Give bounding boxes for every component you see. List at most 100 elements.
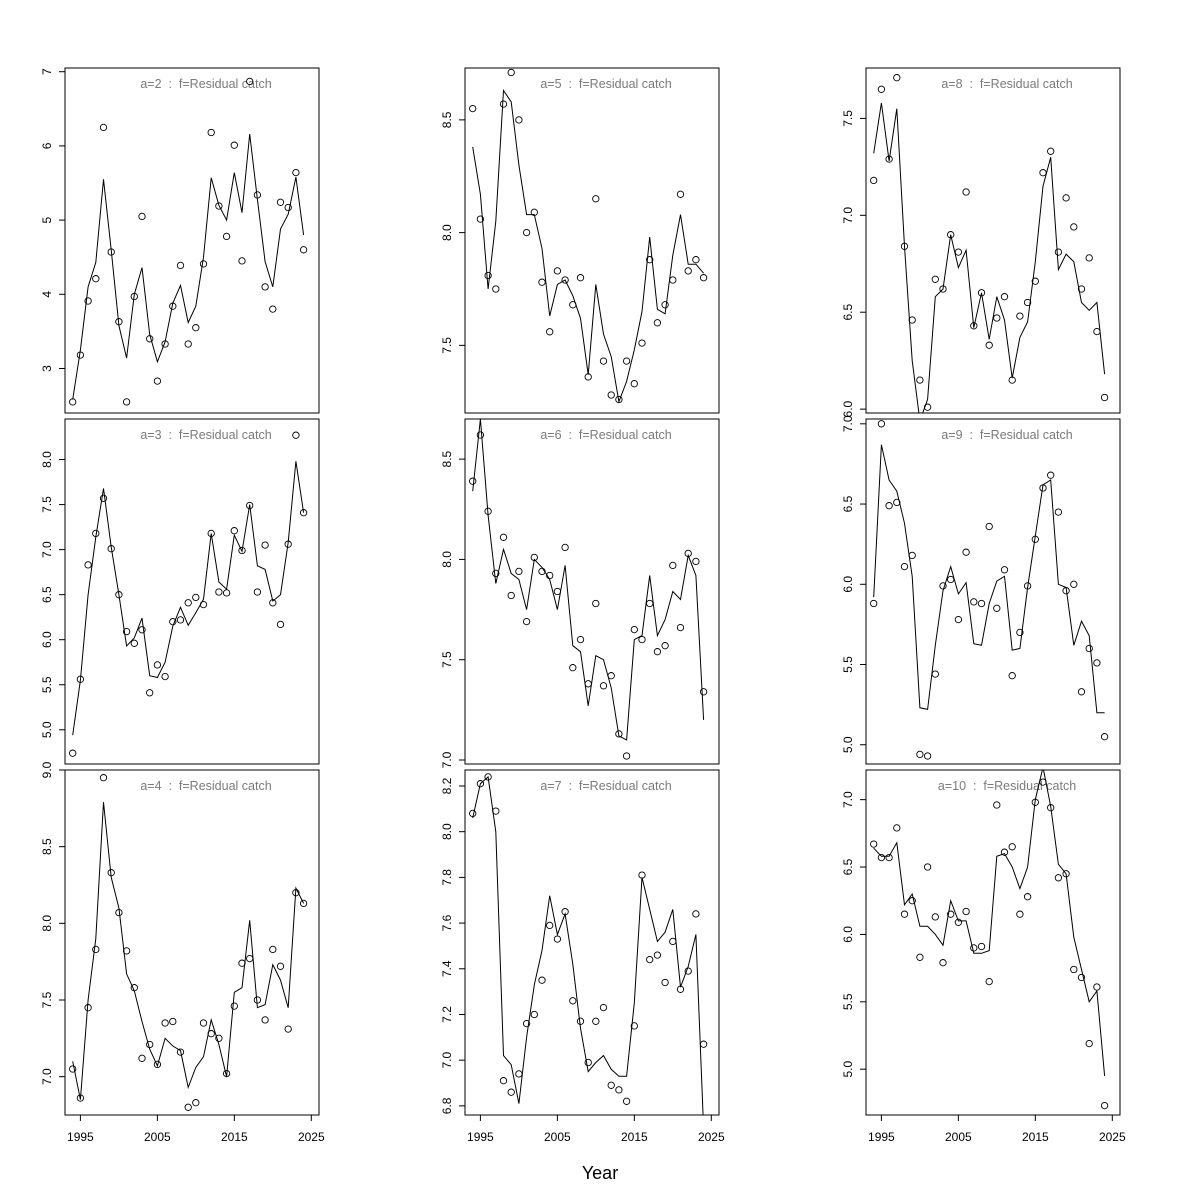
- data-point: [115, 591, 123, 599]
- data-point: [699, 1040, 708, 1048]
- panel-3: a=8 : f=Residual catch 6.0 6.5 7.0 7.5: [841, 67, 1121, 417]
- panel-title: a=3 : f=Residual catch: [140, 428, 271, 442]
- data-point: [993, 604, 1001, 612]
- data-point: [122, 627, 131, 636]
- data-point: [261, 283, 269, 291]
- data-point: [476, 780, 485, 788]
- data-point: [553, 935, 562, 943]
- data-point: [222, 232, 231, 241]
- data-point: [931, 670, 939, 678]
- data-point: [469, 809, 477, 818]
- data-point: [615, 395, 623, 404]
- y-tick-label: 7.0: [40, 541, 54, 558]
- data-point: [1077, 285, 1086, 293]
- data-point: [499, 533, 508, 541]
- data-point: [507, 591, 515, 600]
- data-point: [292, 889, 300, 897]
- data-point: [1047, 804, 1055, 812]
- data-point: [299, 509, 308, 517]
- data-point: [522, 617, 531, 626]
- y-tick-label: 7.5: [40, 496, 54, 513]
- fitted-line: [72, 802, 305, 1100]
- data-point: [931, 275, 939, 283]
- y-tick-label: 6.5: [841, 304, 855, 321]
- data-point: [576, 1017, 585, 1025]
- data-point: [169, 618, 177, 626]
- data-point: [215, 202, 223, 210]
- data-point: [207, 529, 215, 538]
- data-point: [993, 314, 1001, 322]
- data-point: [522, 1019, 531, 1028]
- data-point: [885, 155, 893, 163]
- data-point: [885, 853, 893, 862]
- data-point: [661, 978, 669, 987]
- y-tick-label: 5.0: [841, 1061, 855, 1078]
- data-point: [469, 477, 477, 485]
- data-point: [985, 977, 993, 986]
- y-tick-label: 7.0: [841, 791, 855, 808]
- x-tick-label: 2015: [1022, 1130, 1049, 1144]
- data-point: [646, 599, 654, 608]
- data-point: [569, 301, 577, 309]
- x-axis-title: Year: [582, 1163, 618, 1183]
- data-point: [592, 195, 600, 203]
- panel-1: a=2 : f=Residual catch 3 4 5 6 7: [40, 67, 320, 414]
- data-point: [284, 1025, 292, 1033]
- plot-area: [870, 770, 1109, 1110]
- y-tick-label: 6.5: [841, 858, 855, 875]
- data-point: [292, 431, 300, 439]
- data-point: [538, 976, 546, 984]
- data-point: [893, 498, 901, 507]
- data-point: [1000, 293, 1009, 301]
- fitted-line: [472, 419, 705, 741]
- data-point: [630, 380, 638, 388]
- y-tick-label: 7.5: [841, 110, 855, 127]
- y-tick-label: 7.0: [40, 1068, 54, 1085]
- data-point: [1047, 471, 1055, 479]
- x-tick-label: 2005: [544, 1130, 571, 1144]
- data-point: [1062, 587, 1070, 595]
- data-point: [970, 322, 978, 330]
- data-point: [900, 242, 909, 250]
- data-point: [184, 599, 192, 607]
- data-point: [977, 599, 986, 608]
- data-point: [1031, 277, 1039, 285]
- data-point: [692, 557, 700, 566]
- data-point: [115, 908, 123, 917]
- data-point: [92, 275, 100, 283]
- data-point: [84, 297, 92, 305]
- data-point: [146, 689, 154, 697]
- data-point: [1000, 848, 1009, 856]
- panel-2: a=5 : f=Residual catch 7.5 8.0 8.5: [440, 67, 720, 414]
- data-point: [584, 680, 592, 688]
- data-point: [646, 256, 654, 264]
- y-tick-label: 7.4: [440, 960, 454, 977]
- data-point: [893, 824, 901, 832]
- data-point: [947, 231, 955, 239]
- plot-frame: [865, 67, 1121, 414]
- data-point: [107, 248, 115, 256]
- panel-grid: a=2 : f=Residual catch 3 4 5 6 7 a=5 : f=Resid…: [40, 67, 1126, 1144]
- data-point: [169, 302, 177, 310]
- plot-area: [870, 74, 1109, 413]
- y-tick-label: 7.0: [841, 415, 855, 432]
- data-point: [923, 752, 932, 760]
- data-point: [215, 588, 223, 596]
- y-tick-label: 4: [40, 291, 54, 298]
- data-point: [676, 623, 685, 632]
- data-point: [954, 248, 963, 256]
- plot-frame: [64, 769, 320, 1116]
- x-tick-label: 2025: [698, 1130, 725, 1144]
- y-tick-label: 7: [40, 68, 54, 75]
- data-point: [169, 1017, 177, 1026]
- data-point: [900, 910, 909, 918]
- data-point: [499, 1077, 508, 1085]
- data-point: [569, 997, 577, 1005]
- fitted-line: [873, 444, 1105, 714]
- data-point: [962, 188, 970, 196]
- data-point: [653, 951, 662, 959]
- panel-title: a=5 : f=Residual catch: [540, 77, 671, 91]
- y-tick-label: 6.0: [841, 576, 855, 593]
- data-point: [1077, 688, 1086, 696]
- data-point: [615, 730, 623, 738]
